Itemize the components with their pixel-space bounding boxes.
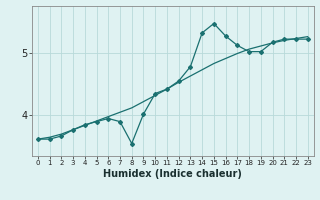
X-axis label: Humidex (Indice chaleur): Humidex (Indice chaleur)	[103, 169, 242, 179]
